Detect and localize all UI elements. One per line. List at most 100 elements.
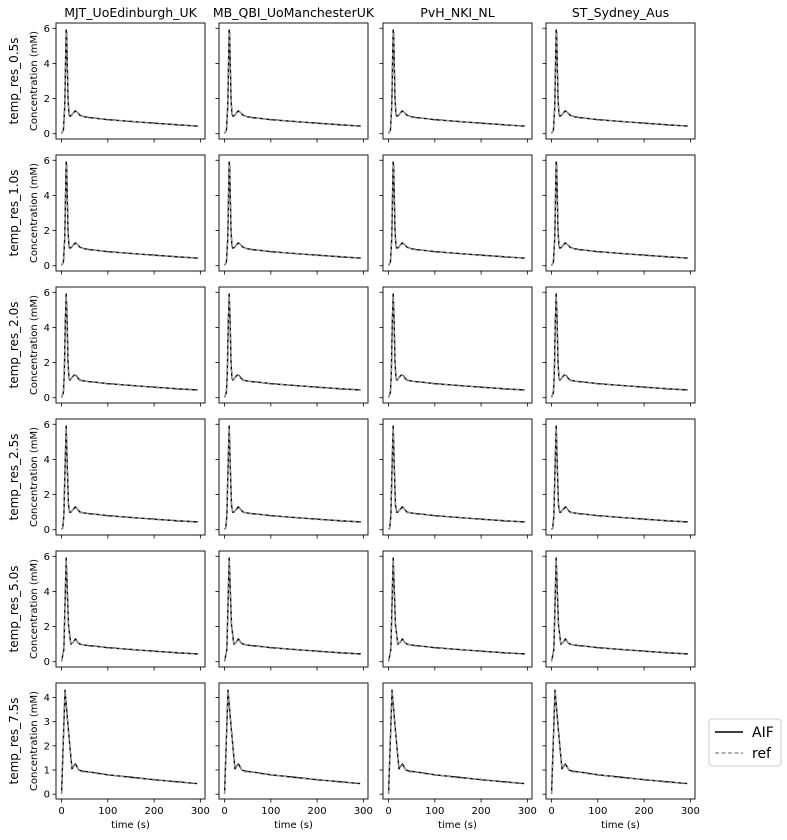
- y-tick-label: 2: [44, 622, 50, 633]
- x-tick-label: 100: [588, 806, 607, 817]
- y-tick-label: 6: [44, 420, 50, 431]
- series-line-aif: [551, 425, 689, 530]
- subplot-panel: [542, 22, 696, 143]
- y-tick-label: 0: [44, 790, 50, 801]
- series-line-ref: [61, 427, 199, 531]
- subplot-panel: 0 1 2 3 4 0 100 200 300 time (s): [44, 682, 210, 831]
- row-label: temp_res_7.5s: [7, 697, 21, 784]
- panel-frame: [55, 22, 206, 140]
- y-tick-label: 4: [44, 59, 50, 70]
- series-line-ref: [388, 163, 526, 266]
- series-line-ref: [550, 690, 688, 795]
- subplot-panel: [215, 154, 369, 275]
- y-tick-label: 3: [44, 717, 50, 728]
- subplot-panel: [542, 418, 696, 539]
- panel-frame: [545, 418, 696, 536]
- y-tick-label: 4: [44, 191, 50, 202]
- y-axis-label: Concentration (mM): [29, 559, 40, 659]
- x-tick-label: 0: [221, 806, 227, 817]
- subplot-panel: [215, 418, 369, 539]
- y-axis-label: Concentration (mM): [29, 163, 40, 263]
- series-line-ref: [388, 31, 526, 134]
- x-tick-label: 100: [261, 806, 280, 817]
- column-title: ST_Sydney_Aus: [572, 5, 669, 20]
- series-line-ref: [223, 559, 362, 662]
- column-title: MJT_UoEdinburgh_UK: [64, 5, 197, 20]
- series-line-aif: [387, 293, 525, 398]
- panel-frame: [545, 286, 696, 404]
- series-line-ref: [387, 295, 525, 398]
- subplot-panel: [542, 154, 696, 275]
- series-line-ref: [551, 427, 689, 531]
- series-line-aif: [223, 557, 362, 662]
- series-line-aif: [60, 29, 199, 134]
- legend-aif-label: AIF: [752, 725, 774, 741]
- x-tick-label: 0: [58, 806, 64, 817]
- y-tick-label: 4: [44, 587, 50, 598]
- panel-frame: [545, 22, 696, 140]
- legend-ref-label: ref: [752, 746, 772, 762]
- panel-frame: [55, 682, 206, 800]
- series-line-ref: [550, 295, 688, 398]
- y-axis-label: Concentration (mM): [29, 295, 40, 395]
- x-axis-label: time (s): [601, 820, 640, 831]
- x-tick-label: 100: [98, 806, 117, 817]
- subplot-panel: 0 2 4 6: [44, 154, 206, 275]
- legend-frame: [708, 718, 782, 767]
- x-tick-label: 0: [548, 806, 554, 817]
- panel-frame: [382, 286, 533, 404]
- y-tick-label: 2: [44, 94, 50, 105]
- y-tick-label: 6: [44, 288, 50, 299]
- series-line-aif: [387, 557, 526, 662]
- panel-frame: [218, 418, 369, 536]
- panel-frame: [218, 22, 369, 140]
- series-line-aif: [387, 161, 526, 266]
- y-tick-label: 0: [44, 129, 50, 140]
- subplot-panel: [379, 550, 533, 671]
- subplot-panel: [215, 550, 369, 671]
- x-tick-label: 200: [635, 806, 654, 817]
- series-line-aif: [550, 293, 688, 398]
- subplot-panel: 0 100 200 300 time (s): [542, 682, 700, 831]
- y-tick-label: 0: [44, 525, 50, 536]
- y-axis-label: Concentration (mM): [29, 691, 40, 791]
- row-label: temp_res_1.0s: [7, 169, 21, 256]
- y-tick-label: 0: [44, 393, 50, 404]
- x-tick-label: 200: [308, 806, 327, 817]
- series-line-aif: [550, 557, 689, 662]
- row-label: temp_res_2.5s: [7, 433, 21, 520]
- subplot-panel: [542, 550, 696, 671]
- series-line-ref: [551, 31, 689, 134]
- series-line-ref: [388, 427, 526, 531]
- y-tick-label: 6: [44, 552, 50, 563]
- y-tick-label: 2: [44, 358, 50, 369]
- series-line-ref: [223, 295, 361, 398]
- series-line-ref: [60, 690, 198, 795]
- series-line-aif: [550, 161, 689, 266]
- y-axis-label: Concentration (mM): [29, 427, 40, 527]
- legend: AIF ref: [708, 718, 782, 767]
- x-tick-label: 300: [191, 806, 210, 817]
- y-tick-label: 4: [44, 455, 50, 466]
- series-line-aif: [60, 161, 199, 266]
- series-line-ref: [223, 690, 361, 795]
- y-axis-label: Concentration (mM): [29, 31, 40, 131]
- column-title: PvH_NKI_NL: [420, 5, 494, 20]
- x-tick-label: 300: [354, 806, 373, 817]
- x-tick-label: 100: [425, 806, 444, 817]
- panel-frame: [382, 22, 533, 140]
- series-line-aif: [224, 425, 362, 530]
- panel-frame: [55, 154, 206, 272]
- subplot-panel: 0 2 4 6: [44, 550, 206, 671]
- series-line-aif: [550, 29, 689, 134]
- panel-frame: [218, 154, 369, 272]
- x-axis-label: time (s): [438, 820, 477, 831]
- y-tick-label: 6: [44, 156, 50, 167]
- panel-frame: [382, 418, 533, 536]
- series-line-aif: [223, 293, 361, 398]
- y-tick-label: 1: [44, 766, 50, 777]
- subplot-panel: 0 100 200 300 time (s): [215, 682, 373, 831]
- x-tick-label: 200: [145, 806, 164, 817]
- subplot-panel: [379, 22, 533, 143]
